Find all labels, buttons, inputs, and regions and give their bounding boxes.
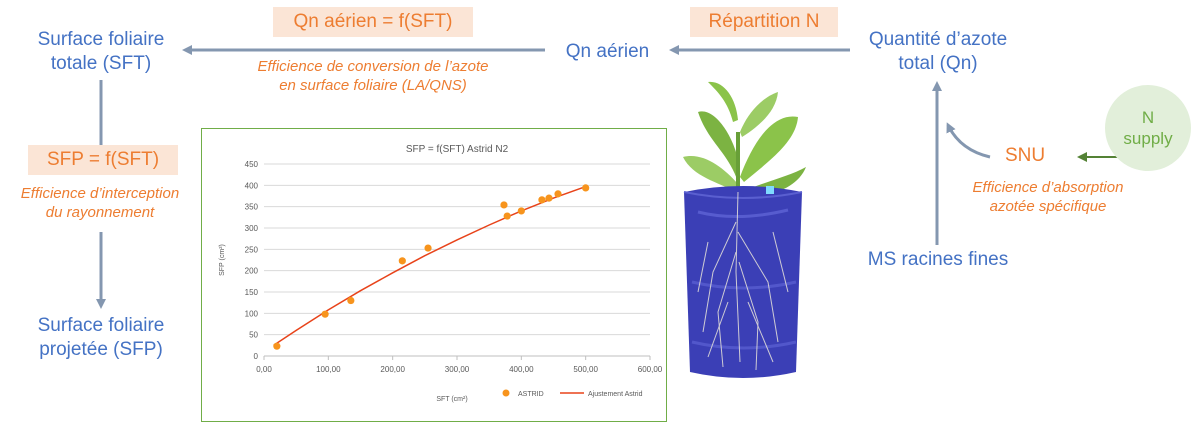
node-qn-total-line2: total (Qn) xyxy=(898,53,978,74)
node-sft-line2: totale (SFT) xyxy=(50,53,152,74)
chart-point xyxy=(503,212,511,220)
chart-x-axis-label: SFT (cm²) xyxy=(436,396,467,403)
node-sfp: Surface foliaire projetée (SFP) xyxy=(20,314,182,362)
annotation-interception-line1: Efficience d’interception xyxy=(20,185,180,202)
chart-x-tick-label: 200,00 xyxy=(380,365,405,374)
node-sft: Surface foliaire totale (SFT) xyxy=(20,28,182,76)
chart-y-tick-label: 350 xyxy=(245,203,259,212)
chart-x-tick-label: 400,00 xyxy=(509,365,534,374)
annotation-absorption-line2: azotée spécifique xyxy=(989,198,1107,215)
chart-point xyxy=(500,201,508,209)
legend-label-astrid: ASTRID xyxy=(518,391,544,398)
node-n-supply-line1: N xyxy=(1141,108,1155,127)
chart-x-tick-label: 600,00 xyxy=(638,365,663,374)
chart-point xyxy=(321,310,329,318)
chart-y-tick-label: 400 xyxy=(245,181,259,190)
annotation-absorption: Efficience d’absorption azotée spécifiqu… xyxy=(950,178,1146,216)
chart-x-tick-label: 100,00 xyxy=(316,365,341,374)
chart-fit-line xyxy=(273,185,586,346)
chart-panel: SFP = f(SFT) Astrid N2 0 50 100 150 200 250 300… xyxy=(201,128,667,422)
chart-point xyxy=(424,244,432,252)
annotation-interception-line2: du rayonnement xyxy=(45,204,155,221)
annotation-conversion: Efficience de conversion de l’azote en s… xyxy=(218,57,528,95)
plant-pot-image xyxy=(683,81,806,378)
scatter-chart: SFP = f(SFT) Astrid N2 0 50 100 150 200 250 300… xyxy=(219,144,663,403)
annotation-interception: Efficience d’interception du rayonnement xyxy=(2,184,198,222)
chart-y-tick-label: 200 xyxy=(245,267,259,276)
chart-point xyxy=(538,196,546,204)
chart-point xyxy=(545,194,553,202)
chart-y-tick-label: 250 xyxy=(245,245,259,254)
chart-y-tick-label: 450 xyxy=(245,160,259,169)
chart-y-axis-label: SFP (cm²) xyxy=(219,244,226,276)
chart-y-tick-label: 300 xyxy=(245,224,259,233)
chart-point xyxy=(554,190,562,198)
node-n-supply: N supply xyxy=(1105,85,1191,171)
badge-repartition-n: Répartition N xyxy=(690,7,838,37)
badge-qn-aerien-f-sft: Qn aérien = f(SFT) xyxy=(273,7,473,37)
chart-x-tick-label: 500,00 xyxy=(573,365,598,374)
chart-point xyxy=(517,207,525,215)
chart-point xyxy=(273,342,281,350)
node-qn-total-line1: Quantité d’azote xyxy=(868,29,1008,50)
chart-point xyxy=(398,257,406,265)
node-qn-total: Quantité d’azote total (Qn) xyxy=(852,28,1024,76)
node-sft-line1: Surface foliaire xyxy=(37,29,165,50)
node-n-supply-line2: supply xyxy=(1123,129,1173,148)
chart-y-tick-label: 100 xyxy=(245,309,259,318)
chart-x-tick-label: 300,00 xyxy=(445,365,470,374)
chart-y-tick-label: 0 xyxy=(254,352,259,361)
annotation-conversion-line1: Efficience de conversion de l’azote xyxy=(257,58,489,75)
node-sfp-line1: Surface foliaire xyxy=(37,315,165,336)
chart-y-tick-label: 150 xyxy=(245,288,259,297)
node-ms-racines: MS racines fines xyxy=(867,249,1009,270)
chart-point xyxy=(347,296,355,305)
legend-label-fit: Ajustement Astrid xyxy=(588,391,643,398)
annotation-absorption-line1: Efficience d’absorption xyxy=(972,179,1124,196)
badge-sfp-f-sft: SFP = f(SFT) xyxy=(28,145,178,175)
chart-title: SFP = f(SFT) Astrid N2 xyxy=(406,144,509,155)
annotation-conversion-line2: en surface foliaire (LA/QNS) xyxy=(279,77,467,94)
arrow-snu-curve xyxy=(946,122,991,159)
node-sfp-line2: projetée (SFP) xyxy=(39,339,163,360)
legend-marker-astrid xyxy=(502,389,510,397)
chart-y-tick-label: 50 xyxy=(249,331,258,340)
node-snu: SNU xyxy=(1005,145,1046,166)
chart-point xyxy=(582,184,590,192)
chart-x-tick-label: 0,00 xyxy=(256,365,272,374)
node-qn-aerien: Qn aérien xyxy=(565,41,650,62)
